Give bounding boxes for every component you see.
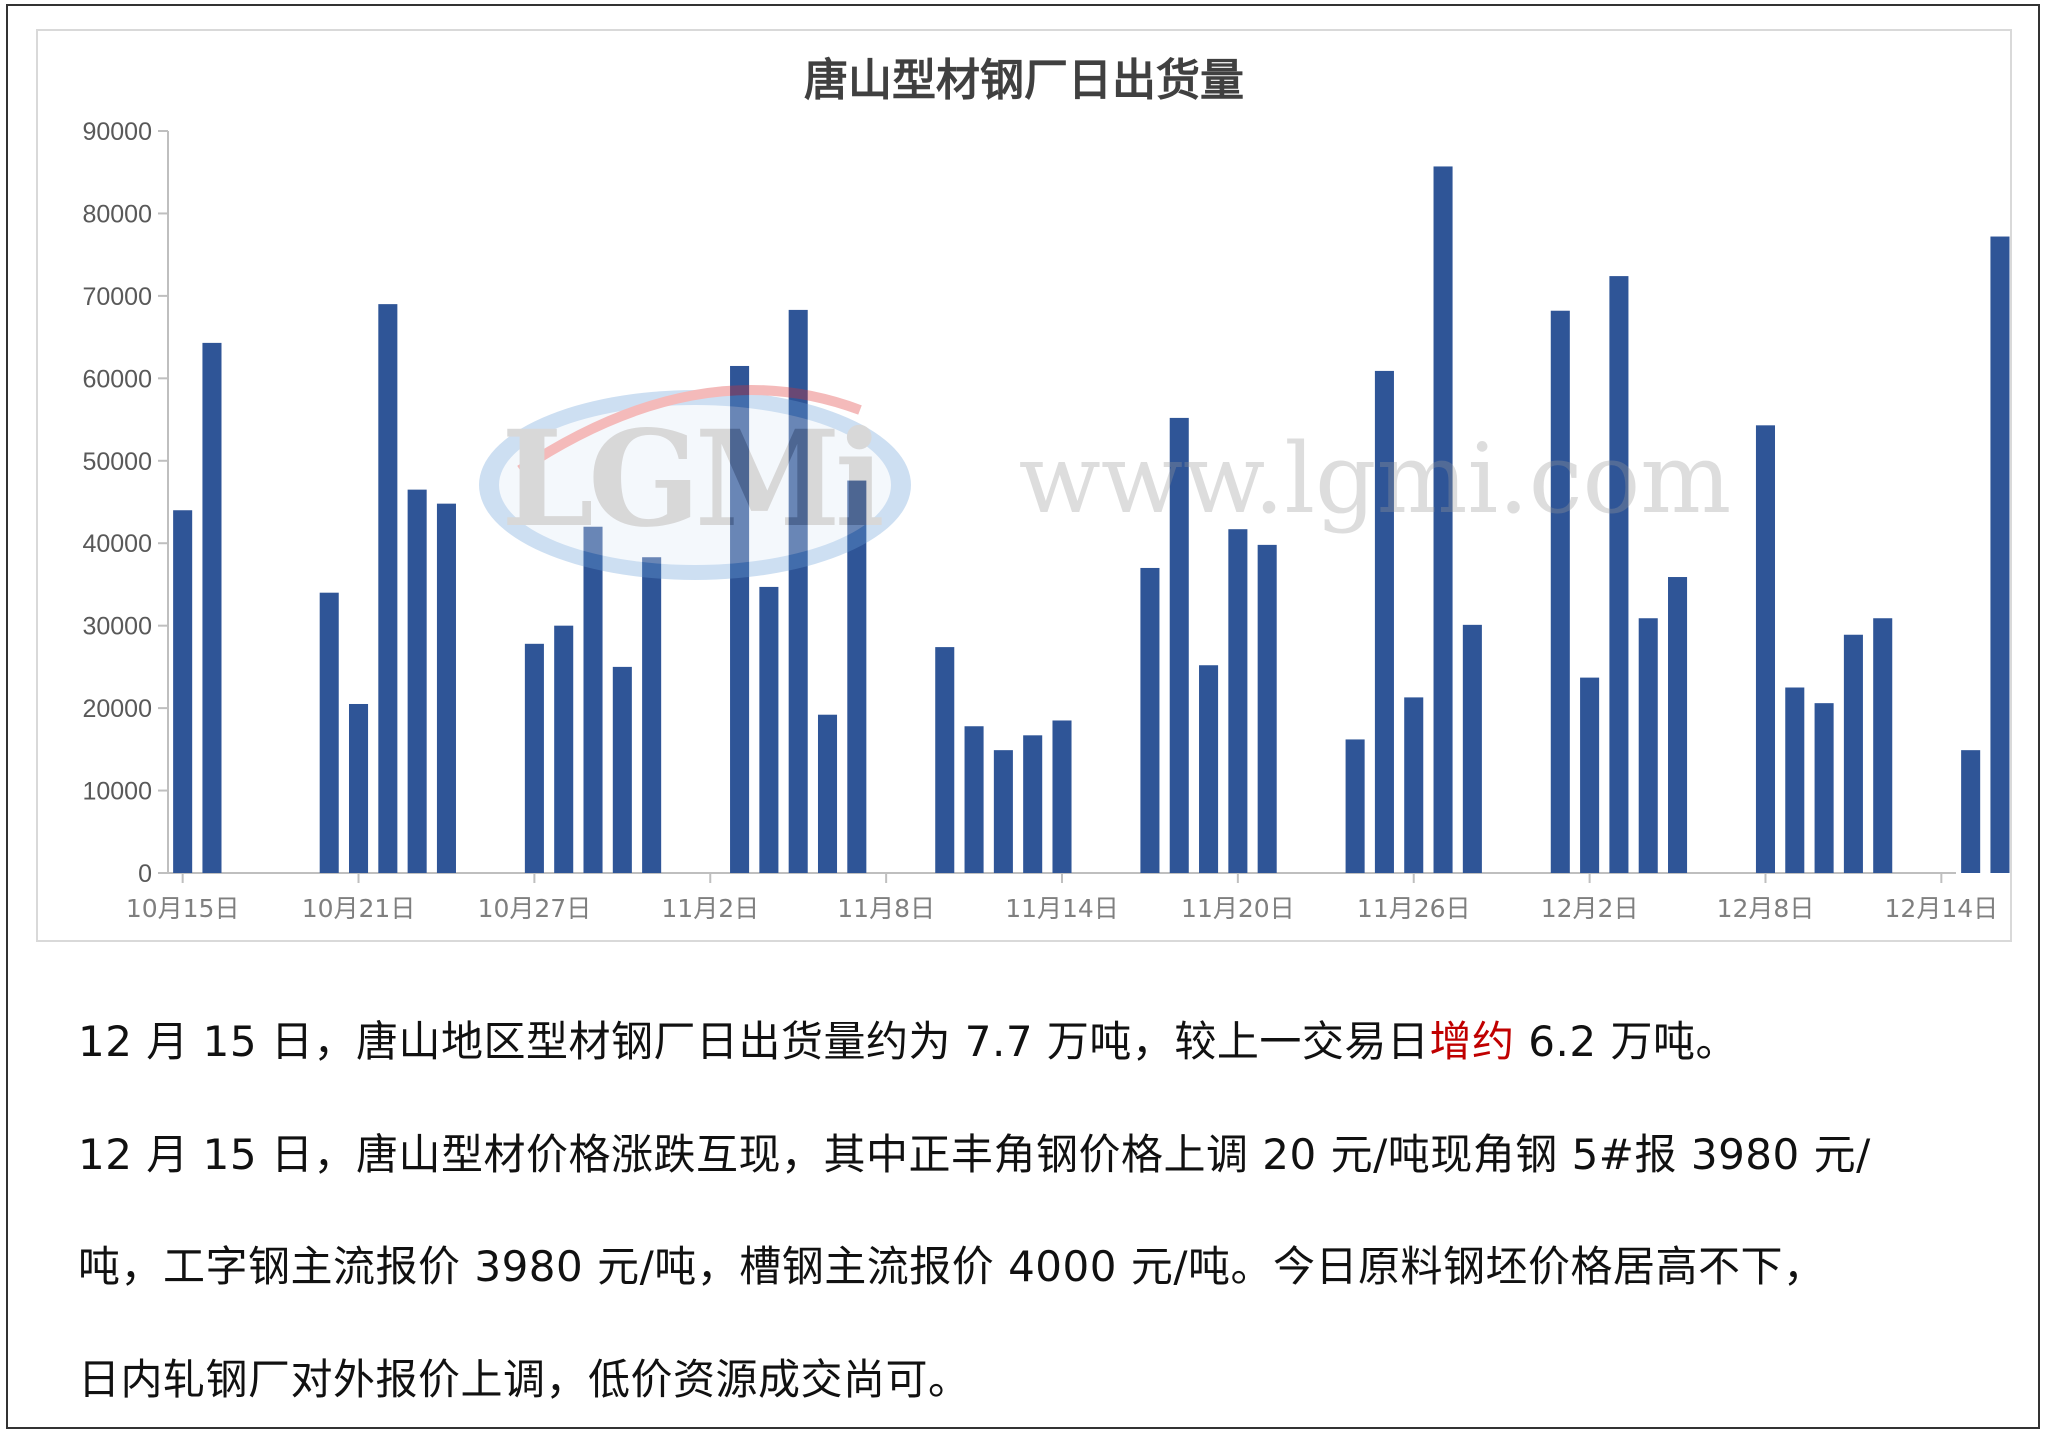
page-frame bbox=[6, 4, 2040, 1429]
bar bbox=[1257, 544, 1277, 873]
price-line-3: 日内轧钢厂对外报价上调，低价资源成交尚可。 bbox=[78, 1355, 971, 1404]
bar bbox=[436, 503, 456, 873]
bar bbox=[202, 342, 222, 874]
bar bbox=[348, 703, 369, 873]
bar bbox=[1668, 577, 1688, 873]
summary-text-before: 12 月 15 日，唐山地区型材钢厂日出货量约为 7.7 万吨，较上一交易日 bbox=[78, 1017, 1430, 1066]
bar bbox=[173, 510, 193, 873]
bar bbox=[847, 480, 867, 873]
bar bbox=[935, 647, 955, 873]
y-tick-label: 40000 bbox=[82, 530, 152, 558]
summary-line-1: 12 月 15 日，唐山地区型材钢厂日出货量约为 7.7 万吨，较上一交易日增约… bbox=[78, 1008, 1738, 1069]
bar bbox=[1433, 166, 1453, 873]
y-tick-label: 10000 bbox=[82, 778, 152, 806]
bar bbox=[964, 726, 984, 873]
price-line-2: 吨，工字钢主流报价 3980 元/吨，槽钢主流报价 4000 元/吨。今日原料钢… bbox=[78, 1242, 1826, 1291]
bar bbox=[730, 365, 750, 873]
bar bbox=[1873, 618, 1893, 873]
x-tick-label: 11月20日 bbox=[1181, 894, 1295, 923]
x-tick-label: 12月8日 bbox=[1717, 894, 1815, 923]
bar bbox=[993, 750, 1013, 873]
bar bbox=[1550, 310, 1570, 873]
x-tick-label: 10月21日 bbox=[302, 894, 416, 923]
bar bbox=[1140, 567, 1160, 873]
bar bbox=[1052, 720, 1072, 873]
y-tick-label: 70000 bbox=[82, 283, 152, 311]
y-tick-label: 30000 bbox=[82, 613, 152, 641]
bar bbox=[583, 526, 603, 873]
x-tick-label: 11月26日 bbox=[1357, 894, 1471, 923]
y-tick-label: 0 bbox=[138, 860, 152, 888]
y-tick-label: 50000 bbox=[82, 448, 152, 476]
bar bbox=[1843, 634, 1863, 873]
bar bbox=[1990, 236, 2010, 874]
x-tick-label: 12月2日 bbox=[1541, 894, 1639, 923]
summary-highlight: 增约 bbox=[1429, 1017, 1515, 1066]
bar bbox=[1961, 750, 1981, 873]
y-tick-label: 90000 bbox=[82, 118, 152, 146]
bar bbox=[524, 643, 544, 873]
bar bbox=[759, 586, 779, 873]
bar bbox=[1199, 665, 1219, 873]
bar bbox=[642, 557, 662, 873]
bar bbox=[1374, 370, 1394, 873]
bar bbox=[1755, 425, 1776, 873]
summary-text-after: 6.2 万吨。 bbox=[1514, 1017, 1738, 1066]
chart-title: 唐山型材钢厂日出货量 bbox=[804, 55, 1244, 106]
bar bbox=[554, 625, 574, 873]
chart-bars bbox=[173, 166, 2010, 874]
y-tick-label: 20000 bbox=[82, 695, 152, 723]
bar bbox=[1023, 735, 1043, 873]
chart-container: 唐山型材钢厂日出货量 0 10000 20000 30000 40000 50000 600… bbox=[36, 29, 2012, 942]
bar bbox=[319, 592, 339, 873]
bar bbox=[1169, 417, 1189, 873]
x-tick-label: 11月2日 bbox=[661, 894, 759, 923]
bar bbox=[1345, 739, 1365, 873]
bar bbox=[1638, 618, 1658, 873]
bar bbox=[1785, 687, 1805, 873]
x-tick-label: 12月14日 bbox=[1885, 894, 1999, 923]
bar-chart: 唐山型材钢厂日出货量 0 10000 20000 30000 40000 50000 600… bbox=[82, 55, 2010, 923]
x-tick-label: 10月15日 bbox=[126, 894, 240, 923]
bar bbox=[1814, 703, 1834, 873]
price-line-1: 12 月 15 日，唐山型材价格涨跌互现，其中正丰角钢价格上调 20 元/吨现角… bbox=[78, 1130, 1871, 1179]
bar bbox=[1404, 697, 1424, 873]
bar bbox=[1609, 276, 1629, 873]
bar bbox=[1580, 677, 1600, 873]
bar bbox=[378, 304, 398, 874]
bar bbox=[407, 489, 427, 873]
bar bbox=[1462, 624, 1482, 873]
bar bbox=[1228, 529, 1248, 873]
x-tick-label: 11月8日 bbox=[837, 894, 935, 923]
bar bbox=[817, 714, 838, 873]
bar bbox=[788, 309, 808, 874]
x-tick-label: 11月14日 bbox=[1005, 894, 1119, 923]
chart-axes: 0 10000 20000 30000 40000 50000 60000 70000 8000… bbox=[82, 118, 1998, 923]
bar bbox=[612, 666, 632, 873]
y-tick-label: 80000 bbox=[82, 200, 152, 228]
x-tick-label: 10月27日 bbox=[478, 894, 592, 923]
y-tick-label: 60000 bbox=[82, 365, 152, 393]
